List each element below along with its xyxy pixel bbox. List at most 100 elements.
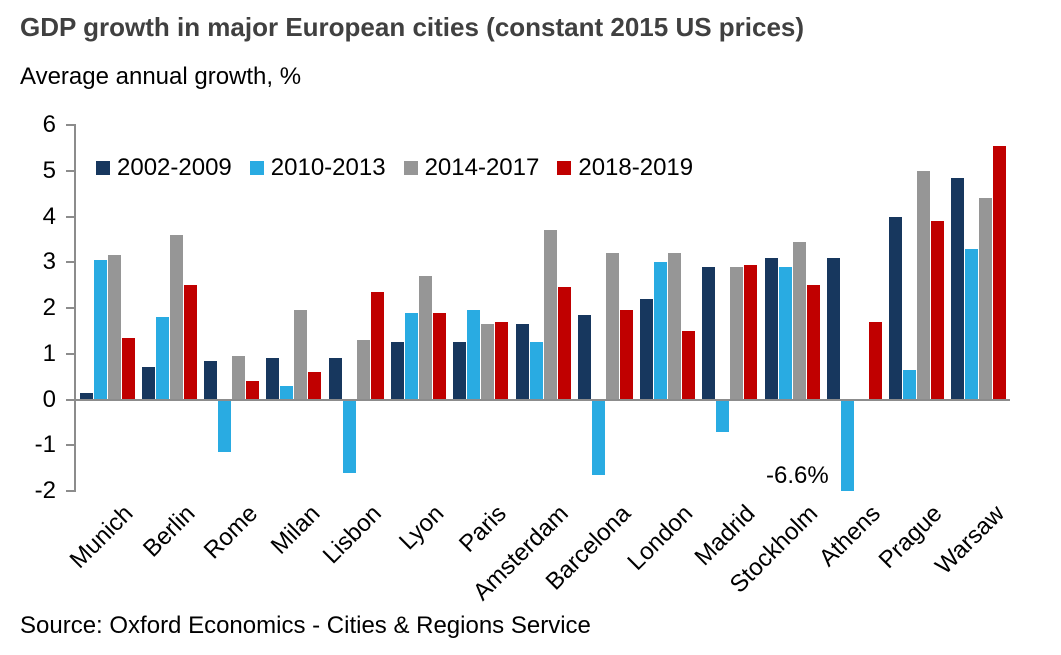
y-tick-label: -1 [34,431,56,459]
bar-2014-2017-Paris [481,324,495,400]
bar-2018-2019-Berlin [183,285,197,400]
bar-2002-2009-Lyon [390,342,404,400]
bar-2014-2017-Amsterdam [543,230,557,400]
bar-2010-2013-Milan [280,385,294,400]
bar-2018-2019-Munich [121,337,135,400]
bar-2014-2017-Lisbon [356,340,370,400]
bar-2002-2009-Athens [826,257,840,400]
bar-2002-2009-Warsaw [951,177,965,400]
y-tick-label: 4 [42,202,56,230]
x-axis-zero-line [76,398,1010,401]
legend-label-2014-2017: 2014-2017 [424,154,540,181]
y-tick-mark [66,444,75,447]
bar-2014-2017-Berlin [169,234,183,400]
x-axis-label-text: Munich [64,500,139,574]
bar-2018-2019-Prague [931,221,945,400]
legend-swatch-2018-2019-icon [557,161,572,175]
bar-2014-2017-Madrid [730,266,744,400]
bar-2014-2017-Stockholm [792,241,806,400]
bar-2010-2013-Berlin [155,317,169,400]
bar-2010-2013-Stockholm [778,266,792,400]
legend-swatch-2002-2009-icon [96,161,110,175]
bar-2010-2013-London [654,262,668,400]
bar-2018-2019-Paris [495,321,509,400]
bar-2002-2009-Munich [79,392,93,400]
bar-2018-2019-Madrid [744,264,758,400]
bar-2018-2019-Amsterdam [557,287,571,400]
bar-2014-2017-Barcelona [605,253,619,400]
y-tick-label: -2 [34,477,56,504]
bar-2018-2019-Lisbon [370,291,384,400]
y-tick-mark [66,215,75,218]
x-axis-label-text: Lisbon [318,500,388,570]
x-axis-label-text: Athens [813,500,886,572]
bar-2014-2017-Prague [917,170,931,400]
bar-2010-2013-Barcelona [591,399,605,475]
bar-2010-2013-Lyon [404,312,418,400]
bar-2010-2013-Paris [467,310,481,400]
legend-label-2010-2013: 2010-2013 [270,154,386,181]
bar-2010-2013-Prague [903,369,917,400]
y-tick-label: 2 [42,294,56,321]
bar-2014-2017-Milan [294,310,308,400]
bar-2010-2013-Athens [840,399,854,491]
legend-label-2018-2019: 2018-2019 [578,154,694,181]
bar-2010-2013-Lisbon [342,399,356,473]
y-axis-unit-label: Average annual growth, % [20,63,302,90]
clipped-bar-annotation: -6.6% [766,462,829,489]
bar-2014-2017-Munich [107,255,121,400]
bar-2010-2013-Rome [218,399,232,453]
y-tick-mark [66,352,75,355]
bar-2018-2019-Athens [868,321,882,400]
legend-item-2002-2009: 2002-2009 [96,154,232,182]
bar-2010-2013-Amsterdam [529,342,543,400]
bar-2010-2013-Munich [93,259,107,400]
y-tick-label: 6 [42,111,56,138]
y-tick-label: 0 [42,385,56,413]
bar-2002-2009-Stockholm [764,257,778,400]
y-tick-label: 3 [42,248,56,276]
bar-2014-2017-Lyon [418,275,432,400]
x-axis-label-text: London [622,500,699,576]
bar-2014-2017-Rome [232,356,246,400]
bar-2018-2019-Warsaw [993,145,1007,400]
legend-item-2018-2019: 2018-2019 [557,154,693,182]
bar-2002-2009-Barcelona [577,314,591,400]
bar-2010-2013-Madrid [716,399,730,432]
x-axis-label-text: Milan [265,500,326,560]
legend-item-2010-2013: 2010-2013 [249,154,386,182]
bar-2018-2019-Milan [308,372,322,400]
bar-2002-2009-Lisbon [328,358,342,400]
y-tick-mark [66,398,75,401]
chart-title: GDP growth in major European cities (con… [20,12,805,42]
y-tick-mark [66,124,75,126]
bar-2002-2009-Prague [889,216,903,400]
bar-2014-2017-London [668,253,682,400]
bar-2002-2009-Berlin [141,367,155,400]
legend-swatch-2014-2017-icon [403,161,418,175]
y-tick-mark [66,490,75,492]
y-tick-mark [66,261,75,264]
x-axis-label-text: Warsaw [930,500,1010,580]
legend-label-2002-2009: 2002-2009 [117,154,232,181]
y-tick-mark [66,169,75,172]
x-axis-label-text: Berlin [138,500,201,563]
bar-2002-2009-London [640,298,654,400]
x-axis-label-text: Rome [198,500,263,565]
legend: 2002-2009 2010-2013 2014-2017 2018-2019 [96,154,711,182]
legend-swatch-2010-2013-icon [249,161,264,175]
bar-2018-2019-Stockholm [806,285,820,400]
bar-2002-2009-Madrid [702,266,716,400]
y-tick-mark [66,307,75,309]
bar-2002-2009-Milan [266,358,280,400]
bar-2010-2013-Warsaw [965,248,979,400]
y-tick-label: 5 [42,156,56,184]
bar-2002-2009-Rome [204,360,218,400]
bar-2018-2019-Lyon [432,312,446,400]
bar-2018-2019-Barcelona [619,310,633,400]
bar-2002-2009-Amsterdam [515,324,529,400]
bar-2014-2017-Warsaw [979,198,993,400]
x-axis-label-text: Lyon [394,500,450,556]
legend-item-2014-2017: 2014-2017 [403,154,540,182]
y-axis-line [74,124,76,492]
